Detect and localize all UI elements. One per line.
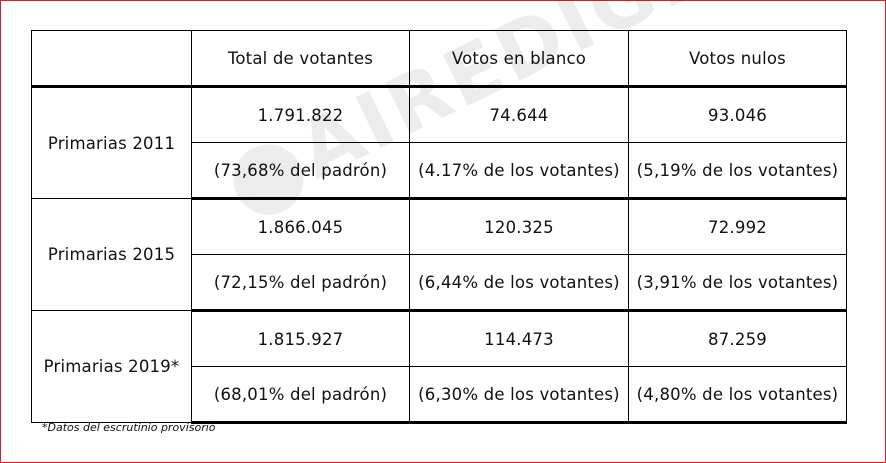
cell-2019-total-pct: (68,01% del padrón) — [191, 366, 410, 424]
cell-2011-nulos-pct: (5,19% de los votantes) — [628, 142, 847, 200]
header-votos-nulos: Votos nulos — [628, 30, 847, 88]
table-row-2019-percents: (68,01% del padrón) (6,30% de los votant… — [32, 366, 847, 424]
header-total-votantes: Total de votantes — [191, 30, 410, 88]
table-header-row: Total de votantes Votos en blanco Votos … — [31, 30, 847, 88]
header-empty-cell — [31, 30, 192, 88]
cell-2015-blanco-pct: (6,44% de los votantes) — [409, 254, 629, 312]
cell-2019-nulos: 87.259 — [628, 310, 847, 367]
table-row-2019-values: Primarias 2019* 1.815.927 114.473 87.259 — [31, 310, 847, 423]
cell-2015-nulos: 72.992 — [628, 198, 847, 255]
header-votos-en-blanco: Votos en blanco — [409, 30, 629, 88]
row-label-2019: Primarias 2019* — [31, 310, 192, 423]
cell-2019-blanco-pct: (6,30% de los votantes) — [409, 366, 629, 424]
cell-2019-total: 1.815.927 — [191, 310, 410, 367]
table-row-2011-percents: (73,68% del padrón) (4.17% de los votant… — [32, 142, 847, 200]
cell-2019-nulos-pct: (4,80% de los votantes) — [628, 366, 847, 424]
results-table: Total de votantes Votos en blanco Votos … — [31, 30, 847, 424]
cell-2011-blanco: 74.644 — [409, 86, 629, 143]
table-row-2015-values: Primarias 2015 1.866.045 120.325 72.992 — [31, 198, 847, 311]
table-row-2015-percents: (72,15% del padrón) (6,44% de los votant… — [32, 254, 847, 312]
cell-2011-nulos: 93.046 — [628, 86, 847, 143]
cell-2015-total-pct: (72,15% del padrón) — [191, 254, 410, 312]
cell-2011-blanco-pct: (4.17% de los votantes) — [409, 142, 629, 200]
cell-2011-total-pct: (73,68% del padrón) — [191, 142, 410, 200]
cell-2019-blanco: 114.473 — [409, 310, 629, 367]
cell-2015-total: 1.866.045 — [191, 198, 410, 255]
cell-2015-nulos-pct: (3,91% de los votantes) — [628, 254, 847, 312]
row-label-2015: Primarias 2015 — [31, 198, 192, 311]
table-row-2011-values: Primarias 2011 1.791.822 74.644 93.046 — [31, 86, 847, 199]
cell-2011-total: 1.791.822 — [191, 86, 410, 143]
cell-2015-blanco: 120.325 — [409, 198, 629, 255]
row-label-2011: Primarias 2011 — [31, 86, 192, 199]
footnote: *Datos del escrutinio provisorio — [42, 421, 216, 434]
